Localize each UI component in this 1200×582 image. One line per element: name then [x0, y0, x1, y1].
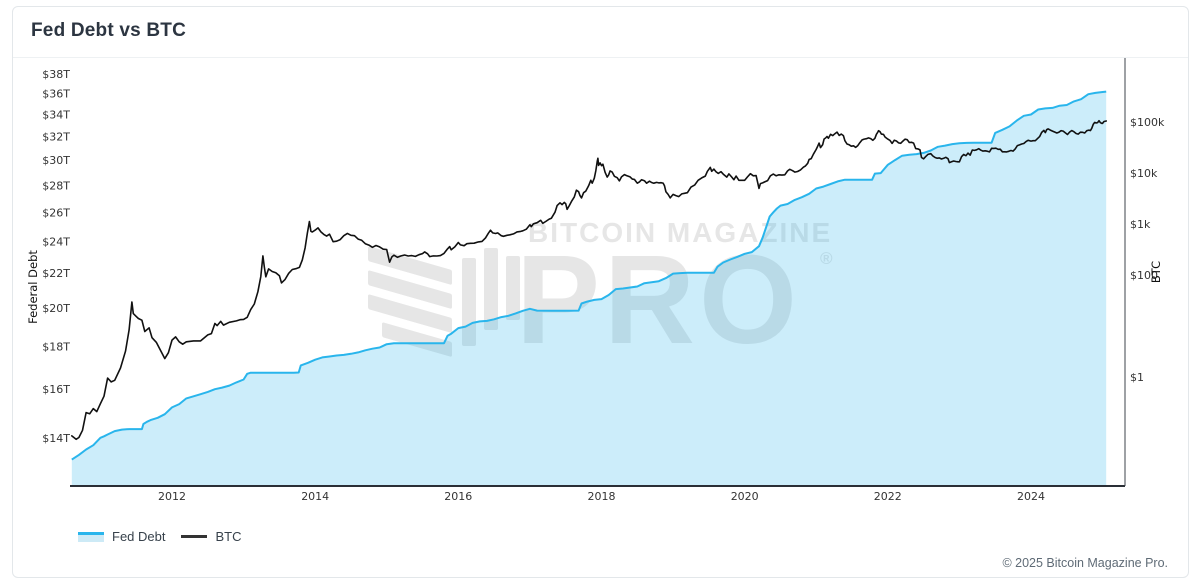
btc-line: [71, 119, 1107, 441]
y-right-tick-label: $10k: [1130, 167, 1158, 180]
y-left-tick-label: $34T: [42, 109, 70, 122]
watermark: BITCOIN MAGAZINE PRO ®: [368, 217, 833, 370]
y-left-tick-label: $14T: [42, 432, 70, 445]
y-right-axis-title: BTC: [1149, 261, 1163, 283]
fed-debt-area: [71, 91, 1107, 486]
x-tick-label: 2014: [301, 490, 329, 503]
x-tick-label: 2018: [588, 490, 616, 503]
y-left-tick-label: $30T: [42, 154, 70, 167]
fed-debt-line: [71, 90, 1107, 461]
y-right-tick-label: $1: [1130, 371, 1144, 384]
fed-debt-swatch-icon: [78, 531, 104, 542]
copyright-text: © 2025 Bitcoin Magazine Pro.: [1002, 556, 1168, 570]
y-left-tick-label: $16T: [42, 383, 70, 396]
chart-card: Fed Debt vs BTC: [12, 6, 1189, 578]
legend-item-btc[interactable]: BTC: [181, 529, 241, 544]
y-left-tick-label: $18T: [42, 340, 70, 353]
legend-label-fed-debt: Fed Debt: [112, 529, 166, 544]
y-left-tick-label: $36T: [42, 88, 70, 101]
x-tick-label: 2024: [1017, 490, 1045, 503]
y-left-tick-label: $26T: [42, 206, 70, 219]
legend-item-fed-debt[interactable]: Fed Debt: [78, 529, 165, 544]
btc-swatch-icon: [181, 535, 208, 538]
y-left-tick-label: $28T: [42, 179, 70, 192]
x-tick-label: 2012: [158, 490, 186, 503]
y-right-tick-label: $100: [1130, 269, 1158, 282]
x-tick-label: 2022: [874, 490, 902, 503]
watermark-text-magazine: BITCOIN MAGAZINE: [528, 217, 832, 248]
series-layer: [71, 90, 1107, 486]
legend: Fed Debt BTC: [78, 529, 241, 544]
x-tick-label: 2020: [731, 490, 759, 503]
y-right-tick-label: $100k: [1130, 116, 1165, 129]
watermark-reg-icon: ®: [820, 249, 833, 268]
bitcoin-magazine-logo-icon: [368, 246, 520, 357]
y-right-tick-label: $1k: [1130, 218, 1151, 231]
y-left-axis-title: Federal Debt: [26, 250, 40, 324]
y-left-tick-label: $24T: [42, 235, 70, 248]
card-header: Fed Debt vs BTC: [13, 7, 1188, 58]
y-left-tick-label: $22T: [42, 267, 70, 280]
x-tick-label: 2016: [444, 490, 472, 503]
legend-label-btc: BTC: [215, 529, 242, 544]
y-left-tick-label: $20T: [42, 302, 70, 315]
page-title: Fed Debt vs BTC: [31, 20, 187, 41]
axis-layer: $38T $36T $34T $32T $30T $28T $26T $24T $22T $20T…: [26, 58, 1165, 503]
y-left-tick-label: $38T: [42, 68, 70, 81]
y-left-tick-label: $32T: [42, 131, 70, 144]
